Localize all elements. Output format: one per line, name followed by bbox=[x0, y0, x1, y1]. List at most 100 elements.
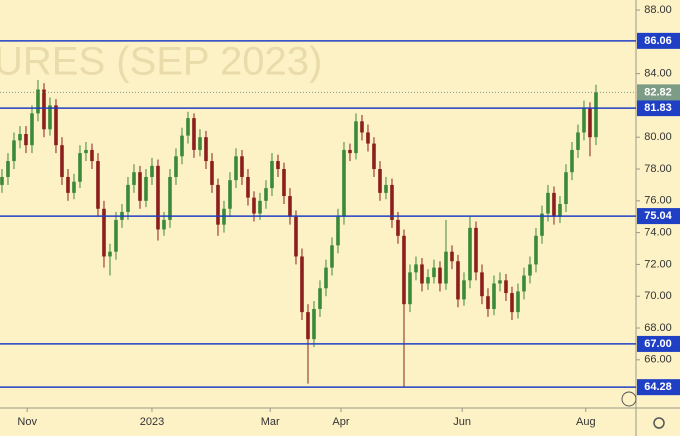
plot-area bbox=[0, 79, 598, 387]
y-tick-label: 68.00 bbox=[644, 322, 672, 334]
settings-icon[interactable] bbox=[653, 417, 665, 429]
watermark: URES (SEP 2023) bbox=[0, 40, 322, 84]
candle-body bbox=[210, 161, 214, 185]
candle-body bbox=[336, 216, 340, 246]
candle-body bbox=[270, 161, 274, 189]
candle-body bbox=[486, 296, 490, 309]
x-tick-label: Jun bbox=[453, 416, 471, 428]
candle-body bbox=[534, 235, 538, 265]
candle-body bbox=[462, 280, 466, 300]
candle-body bbox=[414, 264, 418, 273]
candle-body bbox=[162, 219, 166, 230]
candle-body bbox=[426, 277, 430, 284]
candle-body bbox=[444, 251, 448, 284]
candle-body bbox=[582, 108, 586, 133]
level-label-box bbox=[637, 379, 680, 396]
settings-button[interactable] bbox=[653, 417, 665, 429]
candle-body bbox=[552, 192, 556, 217]
candle-body bbox=[324, 267, 328, 289]
level-label: 86.06 bbox=[644, 35, 672, 47]
candle-body bbox=[114, 219, 118, 252]
candle-body bbox=[288, 196, 292, 217]
level-label-box bbox=[637, 335, 680, 352]
x-tick-label: 2023 bbox=[140, 416, 164, 428]
candle-body bbox=[570, 149, 574, 173]
candle-body bbox=[258, 200, 262, 214]
x-tick-label: Mar bbox=[261, 416, 280, 428]
candle-body bbox=[192, 118, 196, 150]
candle-body bbox=[36, 89, 40, 114]
log-button[interactable] bbox=[621, 391, 637, 407]
candle-body bbox=[168, 176, 172, 220]
y-tick-label: 84.00 bbox=[644, 68, 672, 80]
candle-body bbox=[66, 176, 70, 193]
candle-body bbox=[174, 156, 178, 177]
candle-body bbox=[516, 291, 520, 313]
candle-body bbox=[252, 197, 256, 214]
x-tick-label: Aug bbox=[576, 416, 596, 428]
candle-body bbox=[306, 312, 310, 340]
candle-body bbox=[546, 192, 550, 214]
candle-body bbox=[372, 143, 376, 170]
candle-body bbox=[24, 134, 28, 146]
level-label-box bbox=[637, 32, 680, 49]
candle-body bbox=[132, 172, 136, 185]
candle-body bbox=[108, 251, 112, 257]
candle-body bbox=[186, 118, 190, 136]
level-label-box bbox=[637, 100, 680, 117]
candle-body bbox=[330, 245, 334, 268]
candle-body bbox=[390, 184, 394, 220]
candle-body bbox=[480, 272, 484, 297]
candle-body bbox=[126, 184, 130, 212]
candle-body bbox=[246, 176, 250, 198]
y-tick-label: 88.00 bbox=[644, 4, 672, 16]
last-price-label: 82.82 bbox=[644, 86, 672, 98]
candle-body bbox=[354, 121, 358, 154]
candle-body bbox=[438, 267, 442, 284]
log-icon[interactable] bbox=[621, 391, 637, 407]
candle-body bbox=[240, 156, 244, 177]
level-label: 75.04 bbox=[644, 210, 672, 222]
candle-body bbox=[450, 251, 454, 262]
candle-body bbox=[138, 172, 142, 201]
candle-body bbox=[396, 219, 400, 236]
candle-body bbox=[276, 161, 280, 170]
candle-body bbox=[78, 153, 82, 182]
candle-body bbox=[72, 181, 76, 193]
candle-body bbox=[498, 280, 502, 284]
candle-body bbox=[228, 180, 232, 209]
y-tick-label: 80.00 bbox=[644, 131, 672, 143]
candle-body bbox=[432, 267, 436, 278]
candle-body bbox=[528, 264, 532, 276]
candle-body bbox=[594, 92, 598, 138]
candle-body bbox=[468, 227, 472, 281]
candle-body bbox=[474, 227, 478, 273]
candle-body bbox=[0, 176, 4, 185]
candle-body bbox=[348, 149, 352, 154]
candle-body bbox=[234, 156, 238, 181]
y-tick-label: 78.00 bbox=[644, 163, 672, 175]
x-tick-label: Apr bbox=[332, 416, 349, 428]
candle-body bbox=[312, 308, 316, 340]
candle-body bbox=[300, 256, 304, 313]
candle-body bbox=[144, 176, 148, 201]
candle-body bbox=[408, 272, 412, 305]
candle-body bbox=[96, 161, 100, 209]
candle-body bbox=[510, 293, 514, 313]
candle-body bbox=[540, 213, 544, 236]
y-tick-label: 76.00 bbox=[644, 195, 672, 207]
candle-body bbox=[84, 149, 88, 154]
candle-body bbox=[342, 149, 346, 217]
candle-body bbox=[522, 275, 526, 292]
candle-body bbox=[18, 134, 22, 141]
candle-body bbox=[198, 137, 202, 150]
candle-body bbox=[294, 216, 298, 257]
level-label: 64.28 bbox=[644, 381, 672, 393]
candle-body bbox=[90, 149, 94, 162]
level-label: 81.83 bbox=[644, 102, 672, 114]
candle-body bbox=[558, 204, 562, 217]
candle-body bbox=[588, 108, 592, 138]
candle-body bbox=[54, 105, 58, 146]
candle-body bbox=[366, 132, 370, 144]
